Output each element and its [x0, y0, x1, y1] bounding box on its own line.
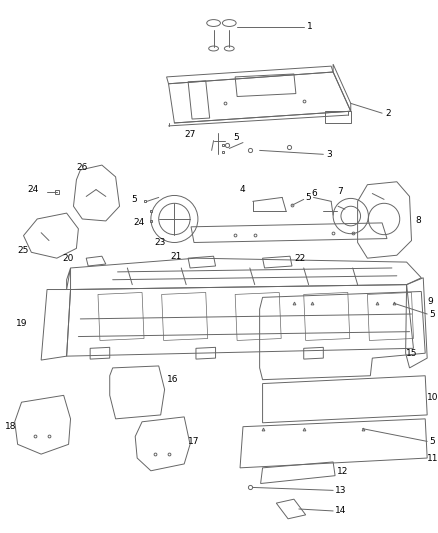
- Text: 17: 17: [188, 437, 200, 446]
- Text: 24: 24: [134, 219, 145, 228]
- Text: 23: 23: [155, 238, 166, 247]
- Text: 13: 13: [335, 486, 346, 495]
- Text: 14: 14: [335, 506, 346, 515]
- Text: 21: 21: [170, 252, 181, 261]
- Text: 5: 5: [233, 133, 239, 142]
- Text: 1: 1: [307, 22, 312, 31]
- Text: 24: 24: [28, 185, 39, 194]
- Text: 10: 10: [427, 393, 438, 402]
- Text: 5: 5: [306, 193, 311, 202]
- Text: 9: 9: [427, 297, 433, 306]
- Text: 7: 7: [337, 187, 343, 196]
- Text: 26: 26: [76, 163, 88, 172]
- Text: 11: 11: [427, 454, 438, 463]
- Text: 2: 2: [385, 109, 391, 118]
- Text: 5: 5: [131, 195, 137, 204]
- Text: 15: 15: [406, 349, 417, 358]
- Text: 12: 12: [337, 467, 348, 477]
- Text: 20: 20: [62, 254, 74, 263]
- Text: 16: 16: [166, 375, 178, 384]
- Text: 19: 19: [16, 319, 28, 328]
- Text: 25: 25: [18, 246, 29, 255]
- Text: 27: 27: [184, 130, 196, 139]
- Text: 5: 5: [429, 437, 435, 446]
- Text: 8: 8: [415, 216, 421, 225]
- Text: 3: 3: [326, 150, 332, 159]
- Text: 5: 5: [429, 310, 435, 319]
- Text: 22: 22: [294, 254, 305, 263]
- Text: 6: 6: [311, 189, 317, 198]
- Text: 18: 18: [5, 422, 16, 431]
- Text: 4: 4: [239, 185, 245, 194]
